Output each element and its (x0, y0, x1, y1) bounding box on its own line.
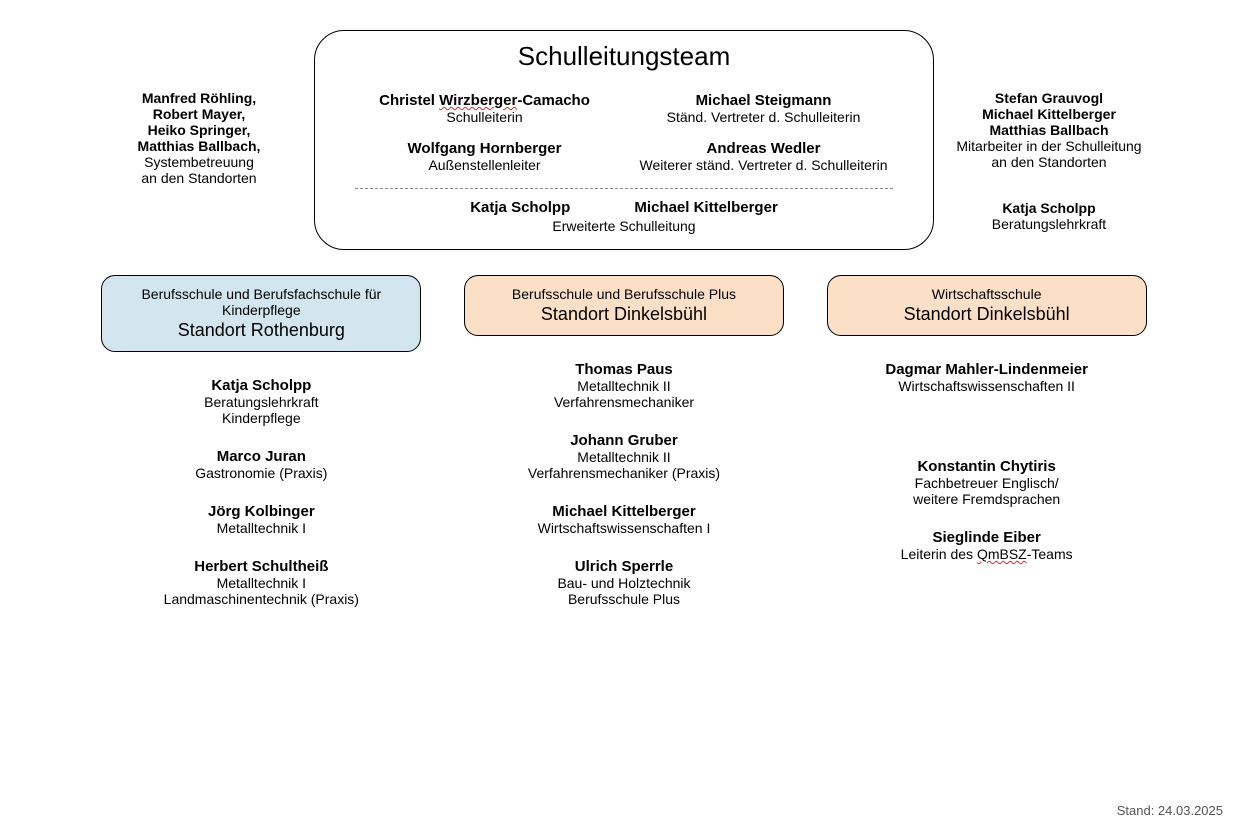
column-header-sub: Wirtschaftsschule (843, 286, 1131, 302)
left-side-block: Manfred Röhling,Robert Mayer,Heiko Sprin… (94, 30, 304, 186)
person-role: Metalltechnik IIVerfahrensmechaniker (464, 378, 784, 410)
column-header: Berufsschule und Berufsschule Plus Stando… (464, 275, 784, 336)
ext-role: Erweiterte Schulleitung (345, 218, 903, 234)
person-role: Gastronomie (Praxis) (101, 465, 421, 481)
leader-name: Wolfgang Hornberger (345, 140, 624, 157)
column-header: Berufsschule und Berufsfachschule für Ki… (101, 275, 421, 352)
side-line-bold: Stefan Grauvogl (944, 90, 1154, 106)
person-role: Metalltechnik I (101, 520, 421, 536)
person-block: Ulrich SperrleBau- und HolztechnikBerufs… (464, 558, 784, 607)
person-block: Dagmar Mahler-LindenmeierWirtschaftswiss… (827, 361, 1147, 394)
side-line: an den Standorten (944, 154, 1154, 170)
person-role: Metalltechnik IIVerfahrensmechaniker (Pr… (464, 449, 784, 481)
leader-name: Christel Wirzberger-Camacho (345, 92, 624, 109)
leader-row-2: Wolfgang Hornberger Außenstellenleiter A… (345, 140, 903, 173)
leader-role: Ständ. Vertreter d. Schulleiterin (624, 109, 903, 125)
side-line: an den Standorten (94, 170, 304, 186)
leader-item: Wolfgang Hornberger Außenstellenleiter (345, 140, 624, 173)
leader-role: Schulleiterin (345, 109, 624, 125)
divider (355, 188, 893, 189)
side-line-bold: Katja Scholpp (944, 200, 1154, 216)
side-line-bold: Manfred Röhling, (94, 90, 304, 106)
leader-name: Andreas Wedler (624, 140, 903, 157)
right-side-block: Stefan GrauvoglMichael KittelbergerMatth… (944, 30, 1154, 232)
person-role: Bau- und HolztechnikBerufsschule Plus (464, 575, 784, 607)
side-line-bold: Matthias Ballbach, (94, 138, 304, 154)
person-block: Sieglinde EiberLeiterin des QmBSZ-Teams (827, 529, 1147, 562)
person-name: Herbert Schultheiß (101, 558, 421, 575)
side-line: Systembetreuung (94, 154, 304, 170)
leader-item: Michael Steigmann Ständ. Vertreter d. Sc… (624, 92, 903, 125)
person-name: Sieglinde Eiber (827, 529, 1147, 546)
location-column: Berufsschule und Berufsschule Plus Stando… (464, 275, 784, 629)
main-leadership-box: Schulleitungsteam Christel Wirzberger-Ca… (314, 30, 934, 250)
person-name: Marco Juran (101, 448, 421, 465)
column-header-sub: Berufsschule und Berufsfachschule für Ki… (117, 286, 405, 318)
person-name: Thomas Paus (464, 361, 784, 378)
side-line-bold: Michael Kittelberger (944, 106, 1154, 122)
person-block: Johann GruberMetalltechnik IIVerfahrensm… (464, 432, 784, 481)
column-header: Wirtschaftsschule Standort Dinkelsbühl (827, 275, 1147, 336)
person-name: Ulrich Sperrle (464, 558, 784, 575)
location-column: Wirtschaftsschule Standort Dinkelsbühl Dag… (827, 275, 1147, 629)
side-line-bold: Matthias Ballbach (944, 122, 1154, 138)
main-title: Schulleitungsteam (345, 41, 903, 72)
side-line-bold: Robert Mayer, (94, 106, 304, 122)
person-block: Marco JuranGastronomie (Praxis) (101, 448, 421, 481)
person-name: Jörg Kolbinger (101, 503, 421, 520)
column-header-main: Standort Dinkelsbühl (843, 304, 1131, 325)
location-column: Berufsschule und Berufsfachschule für Ki… (101, 275, 421, 629)
side-line: Beratungslehrkraft (944, 216, 1154, 232)
top-row: Manfred Röhling,Robert Mayer,Heiko Sprin… (0, 0, 1248, 250)
extended-leadership: Katja Scholpp Michael Kittelberger Erwei… (345, 199, 903, 234)
right-group-1: Stefan GrauvoglMichael KittelbergerMatth… (944, 90, 1154, 170)
footer-date: Stand: 24.03.2025 (1117, 803, 1223, 818)
person-role: Wirtschaftswissenschaften II (827, 378, 1147, 394)
person-name: Dagmar Mahler-Lindenmeier (827, 361, 1147, 378)
column-header-main: Standort Dinkelsbühl (480, 304, 768, 325)
person-block: Michael KittelbergerWirtschaftswissensch… (464, 503, 784, 536)
person-name: Johann Gruber (464, 432, 784, 449)
column-header-sub: Berufsschule und Berufsschule Plus (480, 286, 768, 302)
leader-name: Michael Steigmann (624, 92, 903, 109)
person-block: Konstantin ChytirisFachbetreuer Englisch… (827, 458, 1147, 507)
leader-role: Außenstellenleiter (345, 157, 624, 173)
columns-row: Berufsschule und Berufsfachschule für Ki… (0, 275, 1248, 629)
person-role: Fachbetreuer Englisch/weitere Fremdsprac… (827, 475, 1147, 507)
leader-item: Christel Wirzberger-Camacho Schulleiteri… (345, 92, 624, 125)
person-role: BeratungslehrkraftKinderpflege (101, 394, 421, 426)
leader-role: Weiterer ständ. Vertreter d. Schulleiter… (624, 157, 903, 173)
ext-names: Katja Scholpp Michael Kittelberger (345, 199, 903, 216)
person-block: Jörg KolbingerMetalltechnik I (101, 503, 421, 536)
side-line: Mitarbeiter in der Schulleitung (944, 138, 1154, 154)
person-block: Herbert SchultheißMetalltechnik ILandmas… (101, 558, 421, 607)
person-name: Konstantin Chytiris (827, 458, 1147, 475)
person-role: Leiterin des QmBSZ-Teams (827, 546, 1147, 562)
person-block (827, 416, 1147, 436)
column-header-main: Standort Rothenburg (117, 320, 405, 341)
leader-row-1: Christel Wirzberger-Camacho Schulleiteri… (345, 92, 903, 125)
person-block: Thomas PausMetalltechnik IIVerfahrensmec… (464, 361, 784, 410)
person-role: Wirtschaftswissenschaften I (464, 520, 784, 536)
leader-item: Andreas Wedler Weiterer ständ. Vertreter… (624, 140, 903, 173)
person-name: Katja Scholpp (101, 377, 421, 394)
person-name: Michael Kittelberger (464, 503, 784, 520)
right-group-2: Katja ScholppBeratungslehrkraft (944, 200, 1154, 232)
person-role: Metalltechnik ILandmaschinentechnik (Pra… (101, 575, 421, 607)
person-block: Katja ScholppBeratungslehrkraftKinderpfl… (101, 377, 421, 426)
side-line-bold: Heiko Springer, (94, 122, 304, 138)
